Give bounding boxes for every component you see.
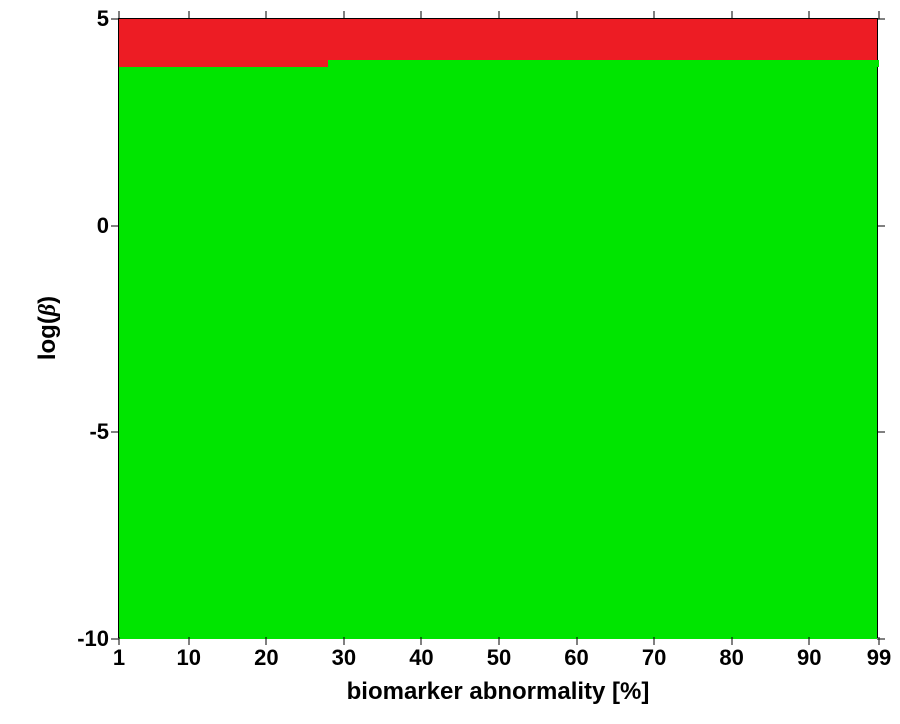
y-tick-mark xyxy=(111,19,119,20)
y-axis-label: log(β) xyxy=(34,296,62,360)
y-tick-mark xyxy=(111,225,119,226)
y-tick-mark xyxy=(111,432,119,433)
x-tick-label: 1 xyxy=(113,645,125,671)
y-tick-mark xyxy=(877,432,885,433)
x-tick-label: 50 xyxy=(487,645,511,671)
y-tick-label: -10 xyxy=(77,626,109,652)
x-tick-mark xyxy=(266,11,267,19)
x-tick-mark xyxy=(576,11,577,19)
y-tick-mark xyxy=(877,639,885,640)
y-axis-label-symbol: β xyxy=(35,304,61,316)
x-tick-mark xyxy=(731,637,732,645)
y-tick-mark xyxy=(877,19,885,20)
region-upper xyxy=(119,19,877,60)
y-tick-mark xyxy=(111,639,119,640)
plot-area: 110203040506070809099-10-505 xyxy=(118,18,878,638)
x-tick-mark xyxy=(499,11,500,19)
x-tick-label: 30 xyxy=(332,645,356,671)
x-tick-label: 70 xyxy=(642,645,666,671)
x-tick-label: 60 xyxy=(564,645,588,671)
x-tick-mark xyxy=(809,637,810,645)
x-tick-mark xyxy=(654,11,655,19)
x-tick-mark xyxy=(421,637,422,645)
x-tick-label: 10 xyxy=(177,645,201,671)
x-axis-label: biomarker abnormality [%] xyxy=(347,678,650,706)
y-tick-mark xyxy=(877,225,885,226)
x-tick-mark xyxy=(188,637,189,645)
x-tick-label: 80 xyxy=(719,645,743,671)
chart-figure: 110203040506070809099-10-505 biomarker a… xyxy=(0,0,900,724)
y-tick-label: 5 xyxy=(97,6,109,32)
x-tick-mark xyxy=(188,11,189,19)
x-tick-label: 90 xyxy=(797,645,821,671)
x-tick-mark xyxy=(343,11,344,19)
y-tick-label: -5 xyxy=(89,419,109,445)
x-tick-mark xyxy=(266,637,267,645)
y-axis-label-prefix: log( xyxy=(34,316,61,360)
x-tick-mark xyxy=(343,637,344,645)
x-tick-mark xyxy=(809,11,810,19)
y-tick-label: 0 xyxy=(97,213,109,239)
x-tick-mark xyxy=(731,11,732,19)
x-tick-mark xyxy=(576,637,577,645)
y-axis-label-suffix: ) xyxy=(34,296,61,304)
x-tick-label: 99 xyxy=(867,645,891,671)
x-tick-label: 20 xyxy=(254,645,278,671)
x-tick-mark xyxy=(421,11,422,19)
region-lower xyxy=(119,67,877,639)
x-tick-mark xyxy=(499,637,500,645)
x-tick-mark xyxy=(654,637,655,645)
x-tick-label: 40 xyxy=(409,645,433,671)
